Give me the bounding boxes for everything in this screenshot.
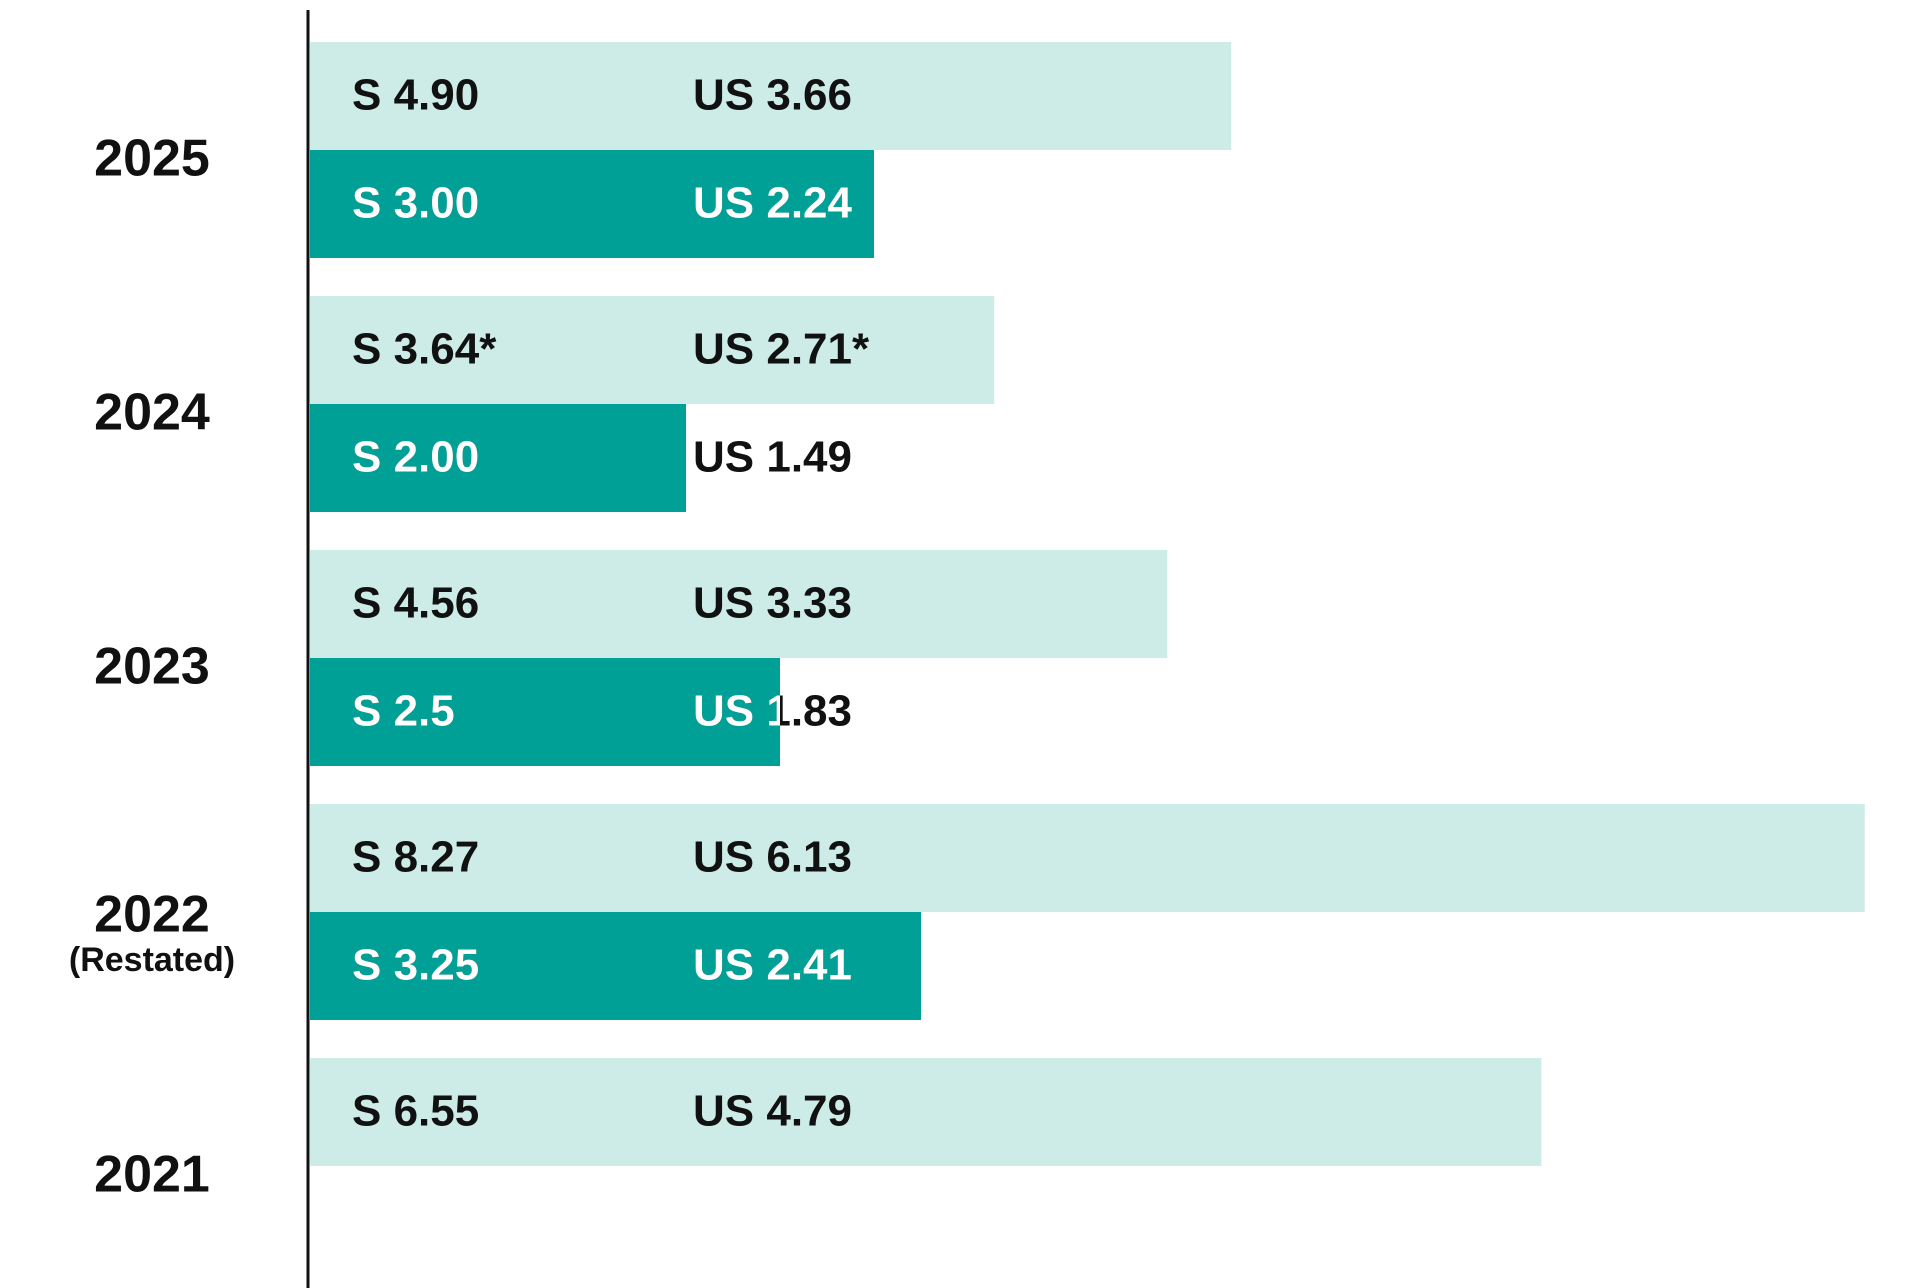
bar-2023-s1 <box>310 550 1168 658</box>
bar-label-primary-2022-s2-overlay: S 3.25 <box>352 941 479 990</box>
bar-2022-s1 <box>310 804 1865 912</box>
bar-2024-s1 <box>310 296 995 404</box>
bar-label-primary-2025-s2-overlay: S 3.00 <box>352 179 479 228</box>
bar-label-secondary-2024-s1: US 2.71* <box>693 325 870 374</box>
bar-label-primary-2024-s1: S 3.64* <box>352 325 497 374</box>
category-label-2023: 2023 <box>94 638 210 696</box>
bar-label-secondary-2025-s2: US 2.24 <box>693 179 853 228</box>
bar-label-secondary-2022-s2: US 2.41 <box>693 941 852 990</box>
bar-label-primary-2024-s2: S 2.00 <box>352 433 479 482</box>
bar-label-secondary-2023-s2: US 1.83 <box>693 687 852 736</box>
bar-label-secondary-2023-s2-overlay: US 1.83 <box>693 687 852 736</box>
bar-label-primary-2025-s1: S 4.90 <box>352 71 479 120</box>
bar-label-primary-2023-s2: S 2.5 <box>352 687 455 736</box>
category-label-2022: 2022 <box>94 886 210 944</box>
bar-label-primary-2025-s2: S 3.00 <box>352 179 479 228</box>
bar-2023-s2 <box>310 658 780 766</box>
bar-label-primary-2021-s1: S 6.55 <box>352 1087 479 1136</box>
bar-2025-s1 <box>310 42 1232 150</box>
bar-2024-s2 <box>310 404 686 512</box>
category-labels: 2025 2024 2023 2022(Restated) 2021 <box>69 130 235 1204</box>
bar-label-secondary-2025-s1: US 3.66 <box>693 71 852 120</box>
bar-label-primary-2023-s1: S 4.56 <box>352 579 479 628</box>
bar-2021-s1 <box>310 1058 1542 1166</box>
bar-label-secondary-2021-s1: US 4.79 <box>693 1087 852 1136</box>
bar-label-secondary-2022-s2-overlay: US 2.41 <box>693 941 852 990</box>
category-label-2025: 2025 <box>94 130 210 188</box>
bar-label-secondary-2024-s2: US 1.49 <box>693 433 852 482</box>
bar-label-secondary-2025-s2-overlay: US 2.24 <box>693 179 853 228</box>
bar-label-primary-2022-s1: S 8.27 <box>352 833 479 882</box>
category-label-2024: 2024 <box>94 384 210 442</box>
bar-label-primary-2022-s2: S 3.25 <box>352 941 479 990</box>
bar-label-secondary-2023-s1: US 3.33 <box>693 579 852 628</box>
bar-2025-s2 <box>310 150 874 258</box>
bars-layer <box>310 42 1865 1166</box>
bar-label-secondary-2022-s1: US 6.13 <box>693 833 852 882</box>
category-label-2021: 2021 <box>94 1146 210 1204</box>
category-sublabel-2022: (Restated) <box>69 941 235 979</box>
bar-label-primary-2023-s2-overlay: S 2.5 <box>352 687 455 736</box>
bar-label-primary-2024-s2-overlay: S 2.00 <box>352 433 479 482</box>
bar-2022-s2 <box>310 912 921 1020</box>
